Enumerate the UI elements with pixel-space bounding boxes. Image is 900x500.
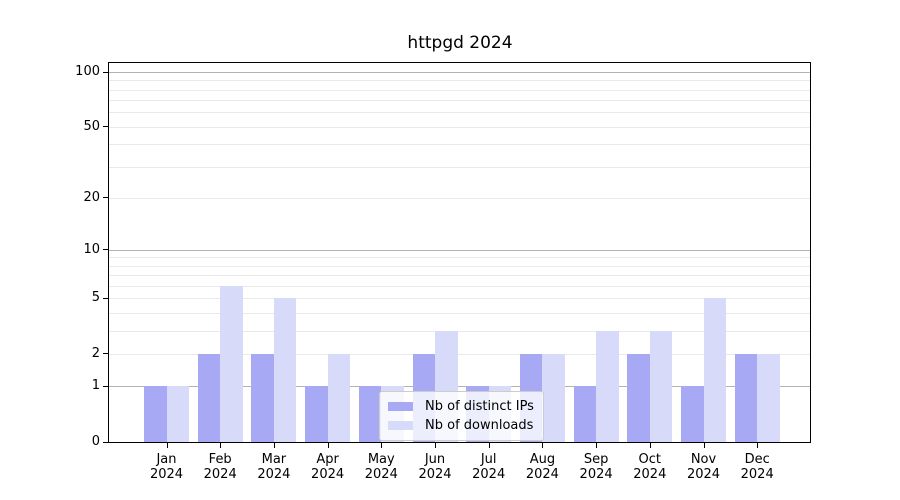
y-tick-label: 100 (75, 64, 100, 79)
x-tick-label: Nov 2024 (686, 452, 721, 482)
legend-label-distinct-ips: Nb of distinct IPs (425, 399, 534, 414)
legend-item-downloads: Nb of downloads (388, 416, 534, 435)
bar-distinct-ips (144, 386, 167, 442)
x-tick-label: Feb 2024 (203, 452, 237, 482)
x-tick-mark (757, 443, 759, 448)
bar-downloads (327, 353, 351, 442)
bar-distinct-ips (627, 353, 650, 442)
x-tick-mark (596, 443, 598, 448)
bar-downloads (166, 386, 189, 442)
x-tick-label: Mar 2024 (257, 452, 291, 482)
bar-downloads (596, 330, 619, 442)
y-tick-mark (103, 197, 108, 199)
minor-gridline (109, 298, 810, 300)
minor-gridline (109, 285, 810, 287)
legend-swatch-downloads-icon (388, 421, 413, 430)
y-tick-mark (103, 353, 108, 355)
major-gridline (109, 249, 810, 251)
minor-gridline (109, 166, 810, 168)
chart-title: httpgd 2024 (407, 33, 513, 53)
bar-distinct-ips (251, 353, 274, 442)
minor-gridline (109, 80, 810, 82)
minor-gridline (109, 197, 810, 199)
x-tick-label: Aug 2024 (525, 452, 559, 482)
bar-downloads (542, 353, 565, 442)
bar-downloads (273, 298, 297, 442)
y-tick-mark (103, 249, 108, 251)
minor-gridline (109, 89, 810, 91)
minor-gridline (109, 257, 810, 259)
x-tick-mark (703, 443, 705, 448)
bar-distinct-ips (573, 386, 597, 442)
bar-distinct-ips (197, 353, 221, 442)
legend-swatch-ips-icon (388, 402, 413, 411)
legend-item-distinct-ips: Nb of distinct IPs (388, 397, 534, 416)
y-tick-mark (103, 126, 108, 128)
minor-gridline (109, 353, 810, 355)
y-tick-label: 50 (83, 118, 100, 134)
x-tick-mark (542, 443, 544, 448)
x-tick-label: Apr 2024 (311, 452, 345, 482)
bar-distinct-ips (734, 353, 758, 442)
x-tick-label: Jan 2024 (149, 452, 184, 482)
major-gridline (109, 72, 810, 73)
y-tick-label: 5 (91, 290, 100, 306)
bar-distinct-ips (305, 386, 328, 442)
x-tick-mark (435, 443, 436, 448)
bar-downloads (649, 330, 673, 442)
y-tick-label: 0 (91, 434, 100, 449)
x-tick-label: Jun 2024 (418, 452, 452, 482)
x-tick-mark (166, 443, 168, 448)
x-tick-label: Dec 2024 (740, 452, 774, 482)
x-tick-label: Oct 2024 (633, 452, 667, 482)
y-tick-mark (103, 385, 108, 387)
y-tick-mark (103, 71, 108, 73)
x-tick-label: May 2024 (364, 452, 398, 482)
x-tick-label: Sep 2024 (579, 452, 613, 482)
minor-gridline (109, 330, 810, 332)
bar-downloads (220, 286, 243, 442)
major-gridline (109, 386, 810, 388)
x-tick-mark (273, 443, 275, 448)
x-tick-mark (488, 443, 490, 448)
minor-gridline (109, 144, 810, 146)
y-tick-label: 10 (83, 241, 100, 257)
minor-gridline (109, 312, 810, 314)
minor-gridline (109, 265, 810, 267)
legend-label-downloads: Nb of downloads (425, 418, 534, 433)
y-tick-label: 20 (83, 189, 100, 205)
legend: Nb of distinct IPs Nb of downloads (379, 391, 544, 441)
minor-gridline (109, 126, 810, 128)
x-tick-mark (327, 443, 329, 448)
y-tick-mark (103, 297, 108, 299)
minor-gridline (109, 112, 810, 114)
y-tick-label: 1 (91, 378, 100, 394)
minor-gridline (109, 100, 810, 102)
bar-distinct-ips (681, 386, 704, 442)
plot-area: Nb of distinct IPs Nb of downloads (108, 62, 811, 443)
bar-downloads (703, 298, 726, 442)
y-tick-label: 2 (91, 345, 100, 361)
bar-downloads (757, 353, 780, 442)
minor-gridline (109, 275, 810, 277)
x-tick-mark (381, 443, 383, 448)
y-tick-mark (103, 441, 108, 443)
bar-distinct-ips (358, 386, 382, 442)
x-tick-label: Jul 2024 (472, 452, 506, 482)
x-tick-mark (220, 443, 222, 448)
x-tick-mark (649, 443, 651, 448)
